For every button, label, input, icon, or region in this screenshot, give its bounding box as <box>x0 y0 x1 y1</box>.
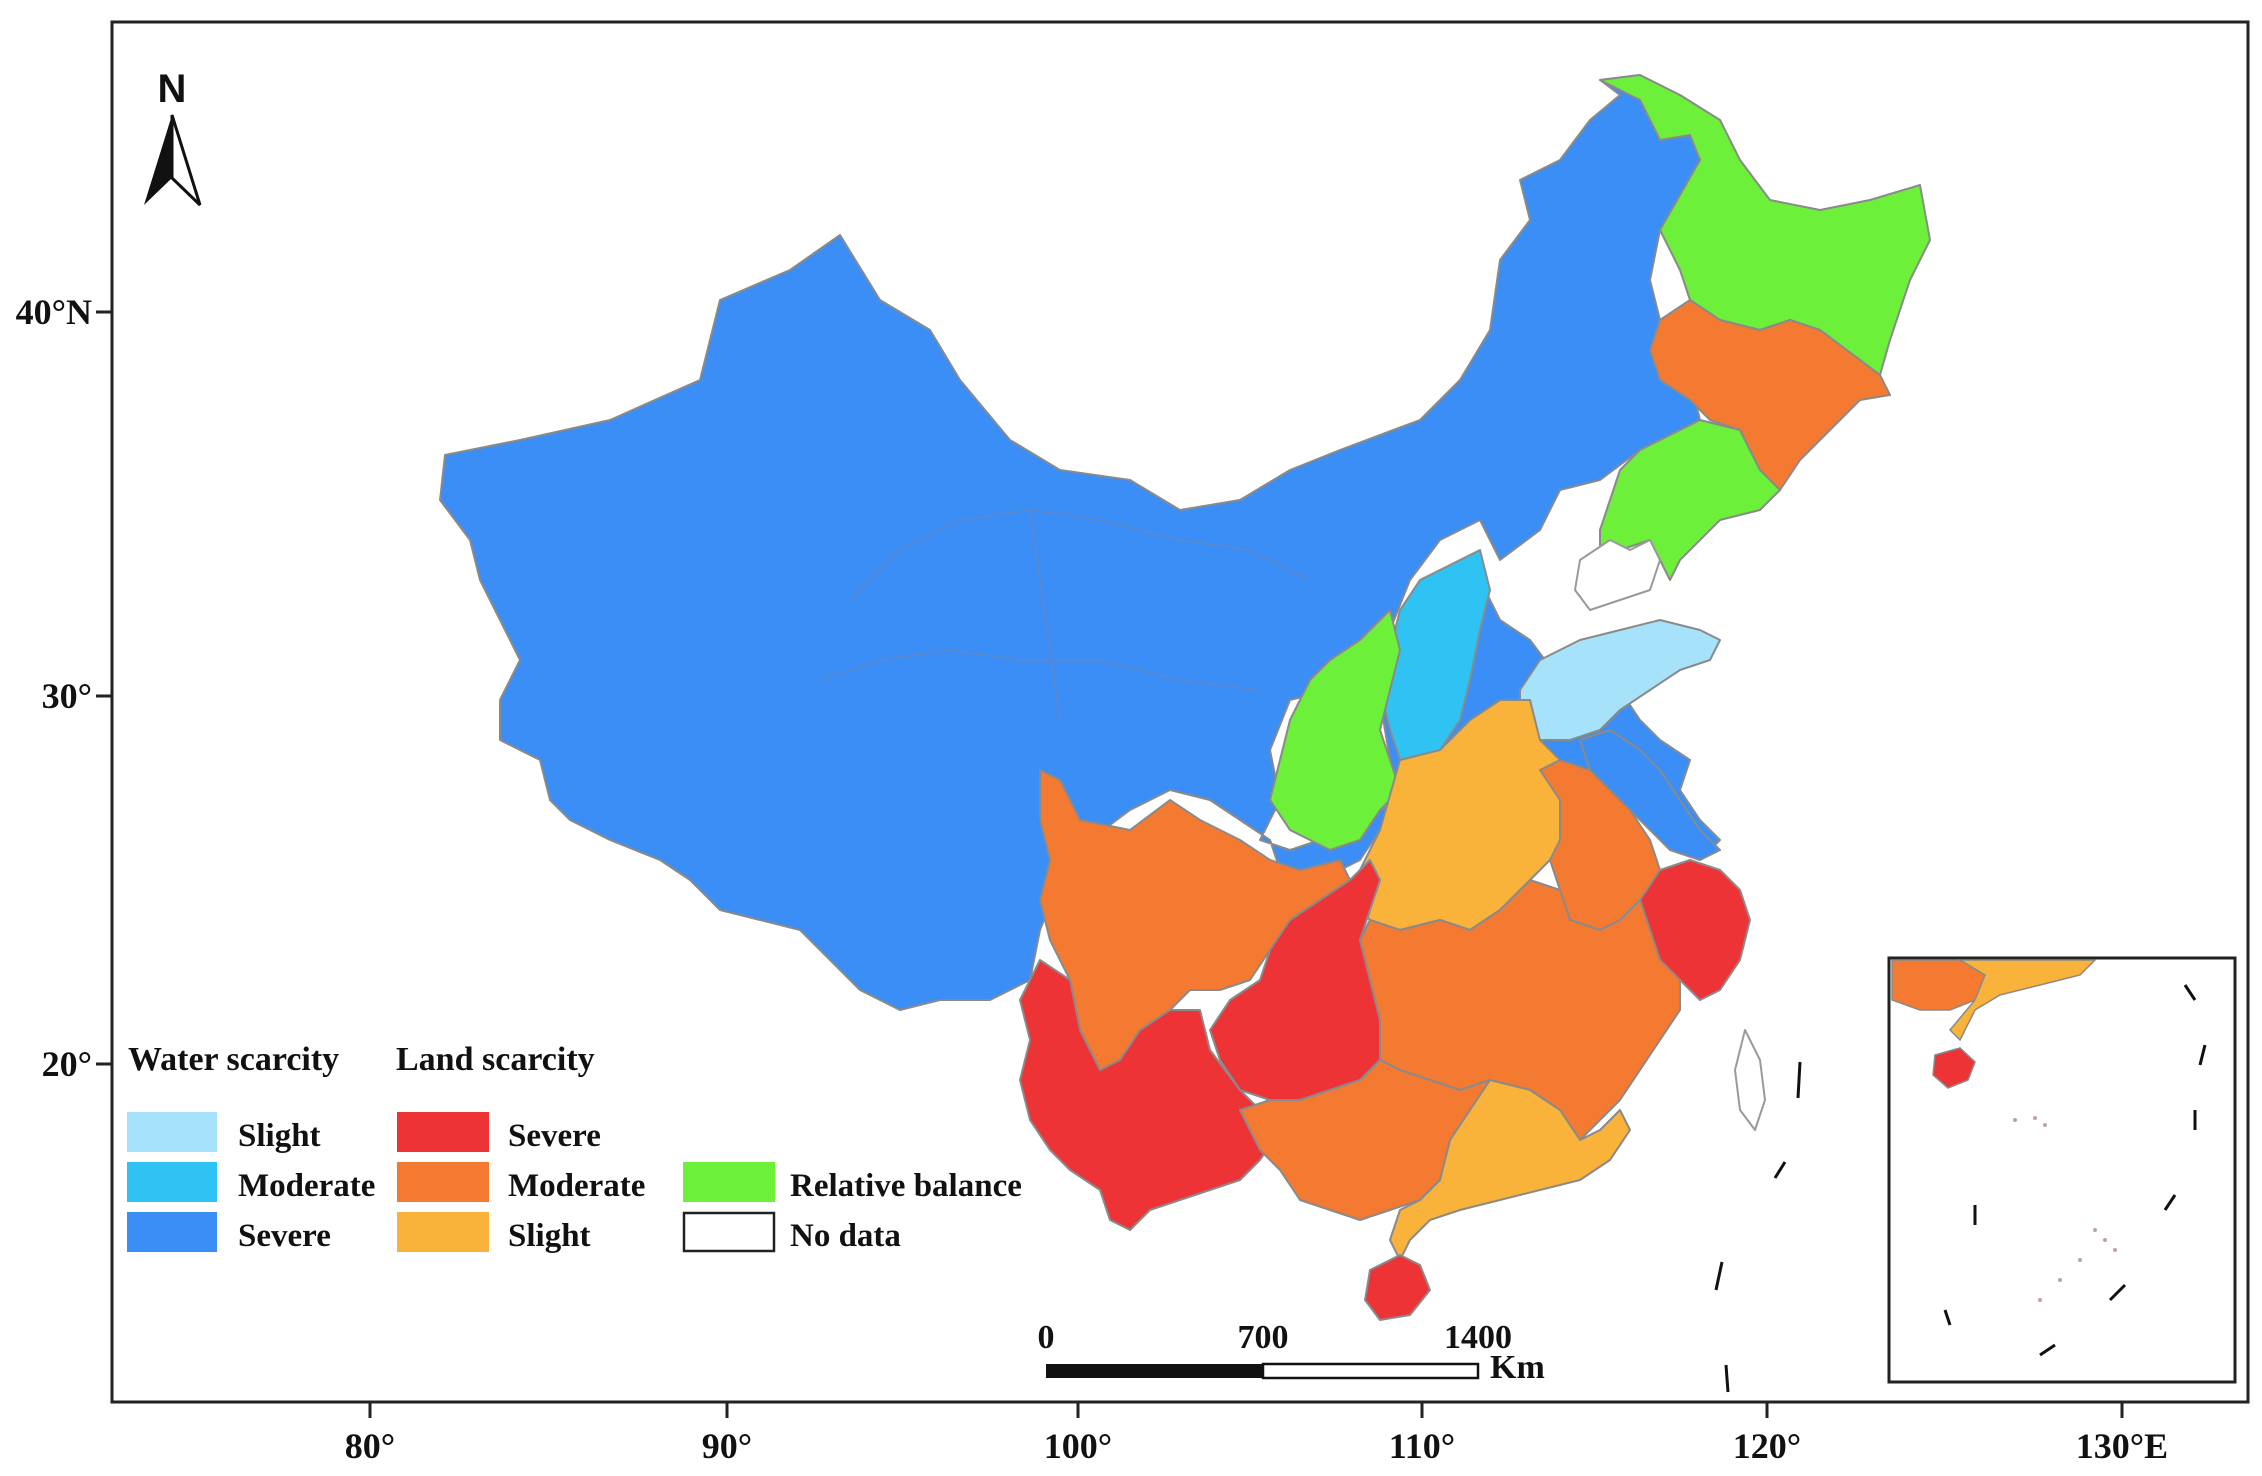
legend-water-title: Water scarcity <box>128 1041 339 1078</box>
latitude-ticks <box>96 310 112 1066</box>
legend: Water scarcity Land scarcity Slight Mode… <box>127 1041 1022 1254</box>
legend-swatch-land-severe <box>397 1112 489 1152</box>
legend-land-title: Land scarcity <box>396 1041 595 1078</box>
north-arrow-left-half <box>144 115 172 205</box>
legend-label-land-moderate: Moderate <box>508 1168 645 1204</box>
legend-label-land-severe: Severe <box>508 1118 601 1154</box>
lon-label-130: 130°E <box>2076 1426 2168 1466</box>
legend-label-water-slight: Slight <box>238 1118 321 1154</box>
legend-swatch-water-moderate <box>127 1162 217 1202</box>
scale-bar: 0 700 1400 Km <box>1038 1319 1545 1386</box>
lon-label-80: 80° <box>345 1426 395 1466</box>
legend-swatch-water-slight <box>127 1112 217 1152</box>
inset-hainan-red <box>1932 1047 1976 1089</box>
inset-dashed-boundary <box>1943 984 2207 1357</box>
lon-label-110: 110° <box>1389 1426 1455 1466</box>
region-liaoning-balance <box>1599 419 1781 581</box>
region-sichuan-moderate-land <box>1039 769 1351 1071</box>
scale-tick-700: 700 <box>1238 1319 1289 1356</box>
region-hainan-severe-land <box>1364 1254 1431 1321</box>
lon-label-100: 100° <box>1044 1426 1112 1466</box>
north-arrow-right-half <box>170 114 202 207</box>
region-bohai-no-data <box>1574 539 1661 611</box>
internal-boundaries <box>819 509 1311 721</box>
region-guangdong-slight-land <box>1389 1079 1631 1261</box>
lat-label-20: 20° <box>42 1044 92 1084</box>
north-label: N <box>158 67 187 111</box>
legend-label-land-slight: Slight <box>508 1218 591 1254</box>
north-arrow: N <box>144 67 202 207</box>
longitude-ticks <box>368 1402 2124 1418</box>
inset-frame <box>1887 956 2237 1384</box>
scale-unit: Km <box>1490 1349 1545 1386</box>
legend-swatch-water-severe <box>127 1212 217 1252</box>
lon-label-120: 120° <box>1733 1426 1801 1466</box>
legend-swatch-land-slight <box>397 1212 489 1252</box>
region-jilin-moderate-land <box>1649 299 1891 491</box>
legend-label-water-severe: Severe <box>238 1218 331 1254</box>
region-taiwan-no-data <box>1734 1029 1766 1131</box>
lat-label-40: 40°N <box>16 292 92 332</box>
legend-label-water-moderate: Moderate <box>238 1168 375 1204</box>
scale-bar-black-segment <box>1046 1364 1263 1378</box>
provinces <box>439 74 1931 1321</box>
scale-bar-white-segment <box>1261 1362 1480 1380</box>
region-yunnan-severe-land <box>1019 959 1281 1231</box>
inset-mainland-yellow <box>1948 959 2097 1042</box>
legend-swatch-land-moderate <box>397 1162 489 1202</box>
legend-label-no-data: No data <box>790 1218 901 1254</box>
scale-tick-1400: 1400 <box>1444 1319 1512 1356</box>
south-china-sea-inset <box>1887 956 2237 1384</box>
legend-swatch-relative-balance <box>683 1162 775 1202</box>
lon-label-90: 90° <box>702 1426 752 1466</box>
legend-swatch-no-data <box>682 1211 776 1253</box>
scale-tick-0: 0 <box>1038 1319 1055 1356</box>
inset-islands <box>2013 1116 2117 1302</box>
legend-label-relative-balance: Relative balance <box>790 1168 1022 1204</box>
sea-marks <box>1714 1061 1802 1393</box>
lat-label-30: 30° <box>42 676 92 716</box>
